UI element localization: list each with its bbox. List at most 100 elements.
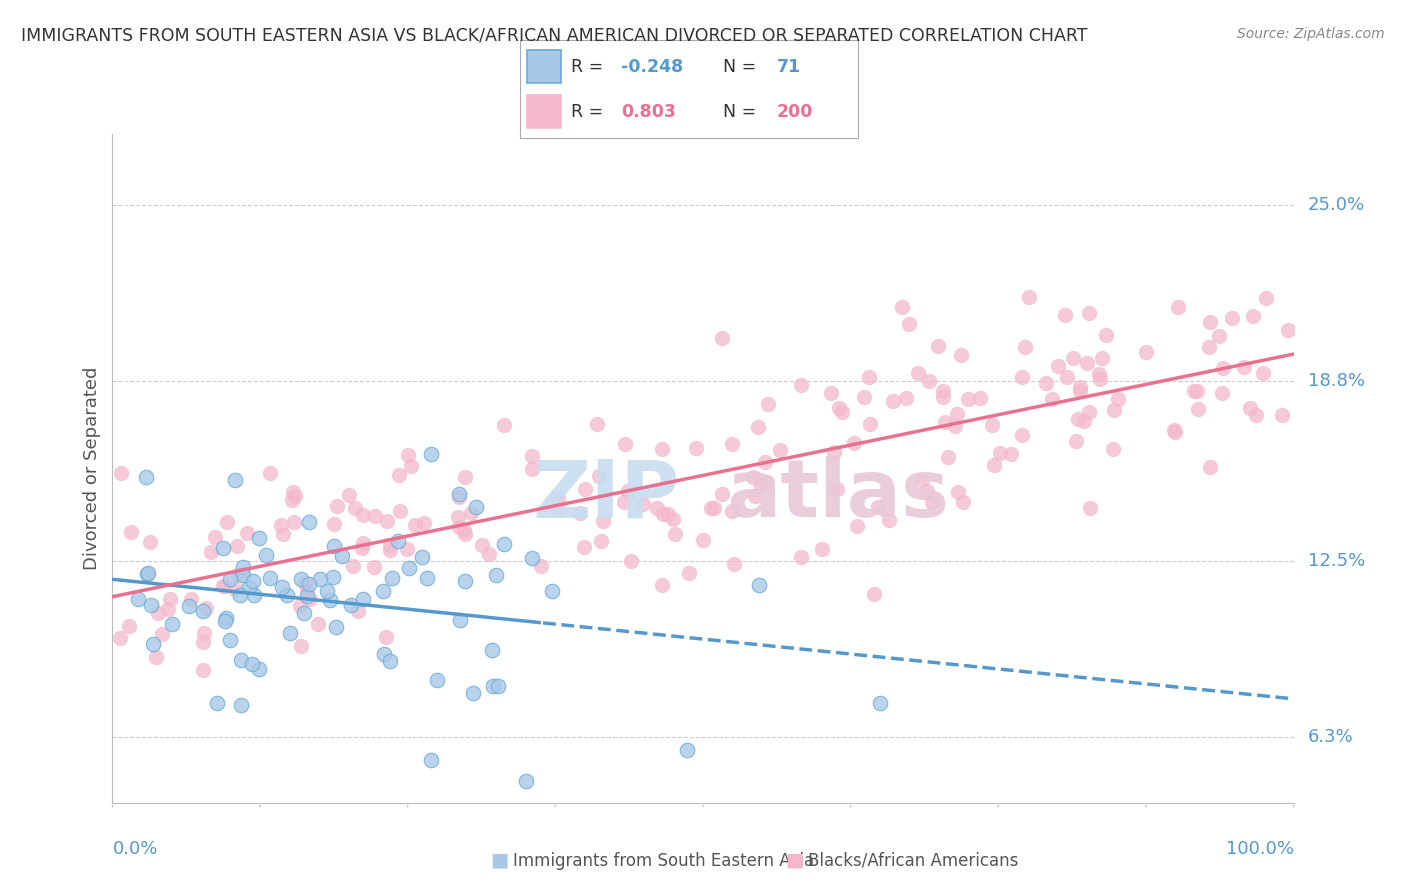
Text: -0.248: -0.248	[621, 58, 683, 76]
Point	[242, 657, 264, 671]
Point	[247, 531, 270, 545]
Point	[700, 501, 723, 516]
Point	[1056, 370, 1078, 384]
Point	[890, 300, 912, 314]
Point	[1094, 327, 1116, 342]
Point	[747, 420, 769, 434]
Point	[1090, 372, 1112, 386]
Point	[943, 419, 966, 434]
Point	[465, 500, 488, 514]
Point	[1107, 392, 1129, 406]
Point	[1077, 306, 1099, 320]
Point	[162, 616, 184, 631]
Point	[520, 449, 543, 463]
Point	[520, 461, 543, 475]
Point	[295, 584, 318, 599]
Point	[205, 696, 228, 710]
Point	[492, 536, 515, 550]
Point	[486, 679, 509, 693]
Point	[485, 568, 508, 582]
Point	[592, 514, 614, 528]
Point	[692, 533, 714, 547]
Point	[1244, 408, 1267, 422]
Point	[820, 386, 842, 401]
Point	[1164, 425, 1187, 440]
Point	[342, 559, 364, 574]
Point	[1211, 386, 1233, 401]
Point	[308, 572, 330, 586]
Text: 25.0%: 25.0%	[1308, 196, 1365, 214]
Point	[1062, 351, 1084, 365]
Point	[631, 497, 654, 511]
Text: R =: R =	[571, 103, 603, 120]
Point	[529, 558, 551, 573]
Bar	[527, 95, 561, 128]
Text: R =: R =	[571, 58, 603, 76]
Point	[932, 390, 955, 404]
Point	[110, 466, 132, 480]
Point	[200, 545, 222, 559]
Text: Blacks/African Americans: Blacks/African Americans	[808, 852, 1019, 870]
Point	[863, 587, 886, 601]
Text: 0.803: 0.803	[621, 103, 676, 120]
Point	[932, 384, 955, 398]
Point	[1277, 323, 1299, 337]
Point	[307, 617, 329, 632]
Point	[711, 486, 734, 500]
Text: 0.0%: 0.0%	[112, 839, 157, 857]
Point	[194, 600, 217, 615]
Point	[297, 577, 319, 591]
Point	[754, 454, 776, 468]
Point	[375, 630, 398, 644]
Point	[1104, 403, 1126, 417]
Point	[721, 437, 744, 451]
Point	[756, 397, 779, 411]
Point	[347, 604, 370, 618]
Point	[118, 618, 141, 632]
Point	[371, 583, 394, 598]
Point	[956, 392, 979, 406]
Point	[651, 578, 673, 592]
Point	[1018, 290, 1040, 304]
Point	[749, 477, 772, 491]
Bar	[527, 50, 561, 83]
Point	[236, 525, 259, 540]
Point	[449, 613, 471, 627]
Point	[363, 560, 385, 574]
Point	[1073, 414, 1095, 428]
Point	[790, 549, 813, 564]
Point	[613, 495, 636, 509]
Point	[399, 458, 422, 473]
Text: 100.0%: 100.0%	[1226, 839, 1294, 857]
Point	[896, 391, 918, 405]
Point	[294, 576, 316, 591]
Point	[395, 541, 418, 556]
Point	[1239, 401, 1261, 416]
Point	[1080, 500, 1102, 515]
Text: ■: ■	[489, 851, 509, 870]
Point	[1135, 345, 1157, 359]
Point	[180, 592, 202, 607]
Point	[1035, 376, 1057, 391]
Point	[138, 534, 160, 549]
Point	[298, 515, 321, 529]
Point	[110, 631, 132, 645]
Point	[229, 653, 252, 667]
Point	[1067, 412, 1090, 426]
Text: 71: 71	[776, 58, 801, 76]
Text: ■: ■	[785, 851, 804, 870]
Point	[232, 559, 254, 574]
Point	[330, 549, 353, 563]
Text: IMMIGRANTS FROM SOUTH EASTERN ASIA VS BLACK/AFRICAN AMERICAN DIVORCED OR SEPARAT: IMMIGRANTS FROM SOUTH EASTERN ASIA VS BL…	[21, 27, 1088, 45]
Point	[1163, 423, 1185, 437]
Point	[228, 567, 250, 582]
Point	[135, 470, 157, 484]
Point	[1167, 301, 1189, 315]
Point	[515, 773, 537, 788]
Point	[177, 599, 200, 613]
Point	[229, 588, 252, 602]
Point	[494, 417, 516, 432]
Point	[948, 484, 970, 499]
Point	[1187, 401, 1209, 416]
Point	[1011, 427, 1033, 442]
